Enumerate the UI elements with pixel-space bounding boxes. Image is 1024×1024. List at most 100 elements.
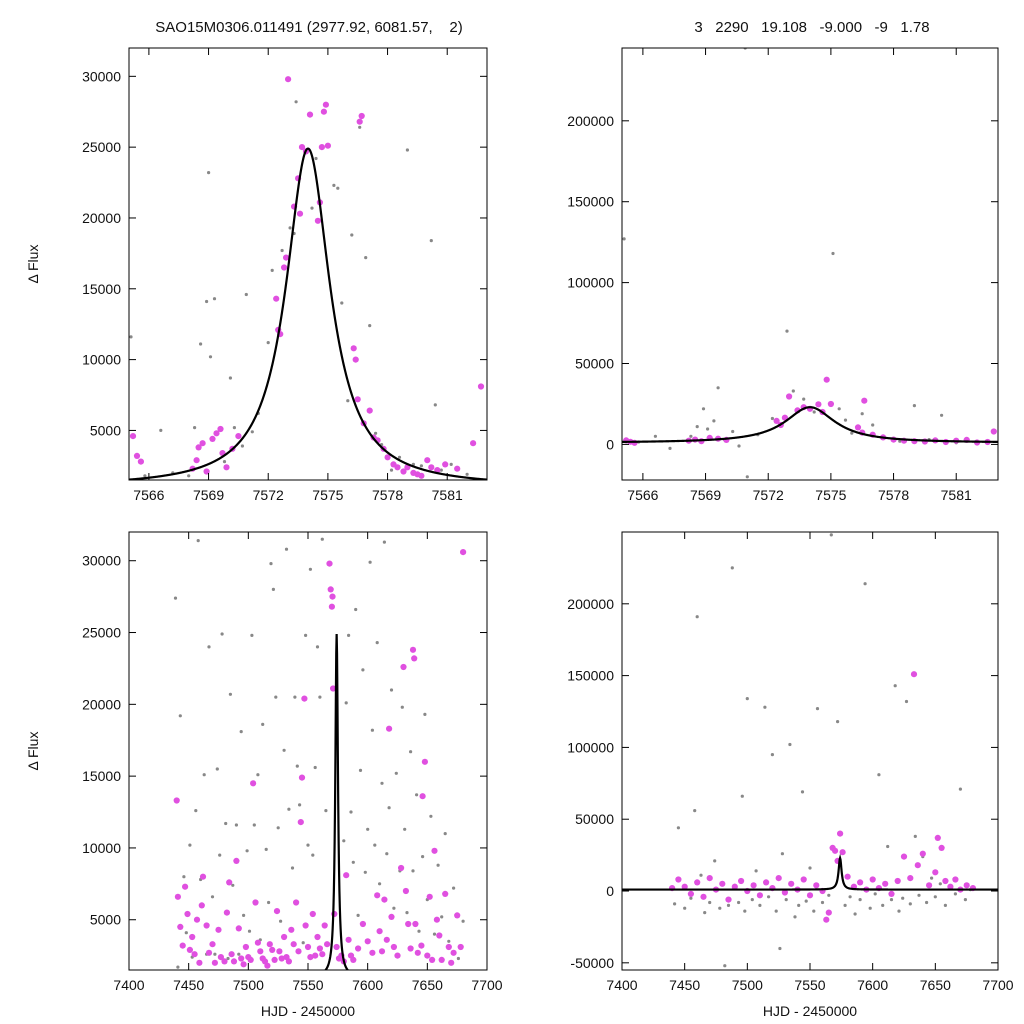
data-point-secondary xyxy=(820,900,825,905)
data-point-secondary xyxy=(294,100,298,104)
x-tick-label: 7450 xyxy=(173,977,204,993)
data-point-secondary xyxy=(266,341,270,345)
data-point-secondary xyxy=(342,839,346,843)
data-point-secondary xyxy=(447,939,451,943)
y-tick-label: 5000 xyxy=(90,422,121,438)
data-point-primary xyxy=(832,847,839,854)
data-point-primary xyxy=(238,955,245,962)
data-point-secondary xyxy=(176,965,180,969)
data-point-primary xyxy=(350,345,357,352)
data-point-secondary xyxy=(456,956,460,961)
data-point-secondary xyxy=(349,810,353,814)
data-point-primary xyxy=(354,396,361,403)
data-point-primary xyxy=(324,941,331,948)
plot-frame xyxy=(128,47,488,481)
data-point-secondary xyxy=(351,860,355,864)
data-point-secondary xyxy=(346,399,350,403)
data-point-primary xyxy=(750,882,757,889)
data-point-secondary xyxy=(708,900,712,905)
data-point-primary xyxy=(457,943,464,951)
data-point-primary xyxy=(390,943,397,951)
data-point-secondary xyxy=(695,425,699,429)
data-point-secondary xyxy=(202,773,206,777)
data-point-secondary xyxy=(293,695,297,699)
y-tick-label: 25000 xyxy=(82,139,121,155)
data-point-primary xyxy=(907,875,914,882)
y-tick-label: 15000 xyxy=(82,768,121,784)
data-point-primary xyxy=(209,435,216,442)
data-point-secondary xyxy=(234,823,238,827)
data-point-primary xyxy=(250,780,257,787)
data-point-primary xyxy=(844,873,851,880)
data-point-primary xyxy=(273,295,280,302)
data-point-secondary xyxy=(912,404,917,408)
x-tick-label: 7400 xyxy=(113,977,144,993)
data-point-secondary xyxy=(245,849,249,853)
data-point-secondary xyxy=(673,902,677,906)
data-point-secondary xyxy=(829,533,833,537)
data-point-secondary xyxy=(411,869,415,873)
data-point-secondary xyxy=(394,771,398,775)
data-point-primary xyxy=(942,877,949,885)
data-point-secondary xyxy=(763,705,767,709)
data-point-primary xyxy=(288,926,295,933)
x-tick-label: 7700 xyxy=(982,977,1013,993)
y-tick-label: -50000 xyxy=(570,955,614,971)
data-point-primary xyxy=(386,725,393,732)
data-point-secondary xyxy=(963,898,968,902)
data-point-secondary xyxy=(389,688,394,692)
data-point-secondary xyxy=(429,239,433,243)
data-point-secondary xyxy=(256,773,260,777)
data-point-secondary xyxy=(858,898,862,902)
data-point-primary xyxy=(329,593,336,600)
data-point-primary xyxy=(402,887,409,895)
data-point-primary xyxy=(436,932,443,939)
data-point-secondary xyxy=(439,468,443,472)
data-point-primary xyxy=(738,877,745,885)
data-point-secondary xyxy=(129,335,133,339)
data-point-secondary xyxy=(877,773,881,777)
data-point-secondary xyxy=(804,899,808,903)
x-tick-label: 7450 xyxy=(669,977,700,993)
data-point-primary xyxy=(322,101,329,108)
data-point-primary xyxy=(813,882,820,889)
data-point-primary xyxy=(442,890,449,898)
data-point-primary xyxy=(394,464,401,471)
y-tick-label: 150000 xyxy=(567,668,614,684)
data-point-primary xyxy=(426,893,433,900)
data-point-secondary xyxy=(298,803,302,807)
data-point-secondary xyxy=(370,728,374,732)
data-point-secondary xyxy=(853,912,857,916)
data-point-primary xyxy=(314,933,321,941)
data-point-secondary xyxy=(750,898,754,902)
y-tick-label: 100000 xyxy=(567,739,614,755)
data-point-primary xyxy=(304,943,312,951)
data-point-secondary xyxy=(324,809,328,813)
data-point-secondary xyxy=(247,929,252,933)
data-point-secondary xyxy=(940,413,944,417)
data-point-secondary xyxy=(397,455,402,459)
x-tick-label: 7400 xyxy=(606,977,637,993)
data-point-secondary xyxy=(774,909,778,913)
data-point-primary xyxy=(398,864,405,872)
data-point-primary xyxy=(184,910,191,918)
data-point-primary xyxy=(990,428,997,435)
data-point-secondary xyxy=(196,539,200,543)
data-point-secondary xyxy=(943,903,948,908)
data-point-primary xyxy=(321,922,328,929)
data-point-secondary xyxy=(173,596,178,600)
data-point-primary xyxy=(324,142,331,149)
data-point-secondary xyxy=(354,607,358,612)
data-point-secondary xyxy=(213,952,217,956)
data-point-primary xyxy=(383,936,390,943)
data-point-secondary xyxy=(436,863,440,867)
data-point-secondary xyxy=(244,292,248,297)
data-point-secondary xyxy=(250,430,254,434)
data-point-primary xyxy=(919,850,926,857)
data-point-secondary xyxy=(261,722,265,727)
data-point-secondary xyxy=(400,705,404,709)
data-point-secondary xyxy=(770,416,775,421)
data-point-secondary xyxy=(676,826,681,830)
data-point-primary xyxy=(217,425,224,433)
data-point-primary xyxy=(861,397,868,404)
